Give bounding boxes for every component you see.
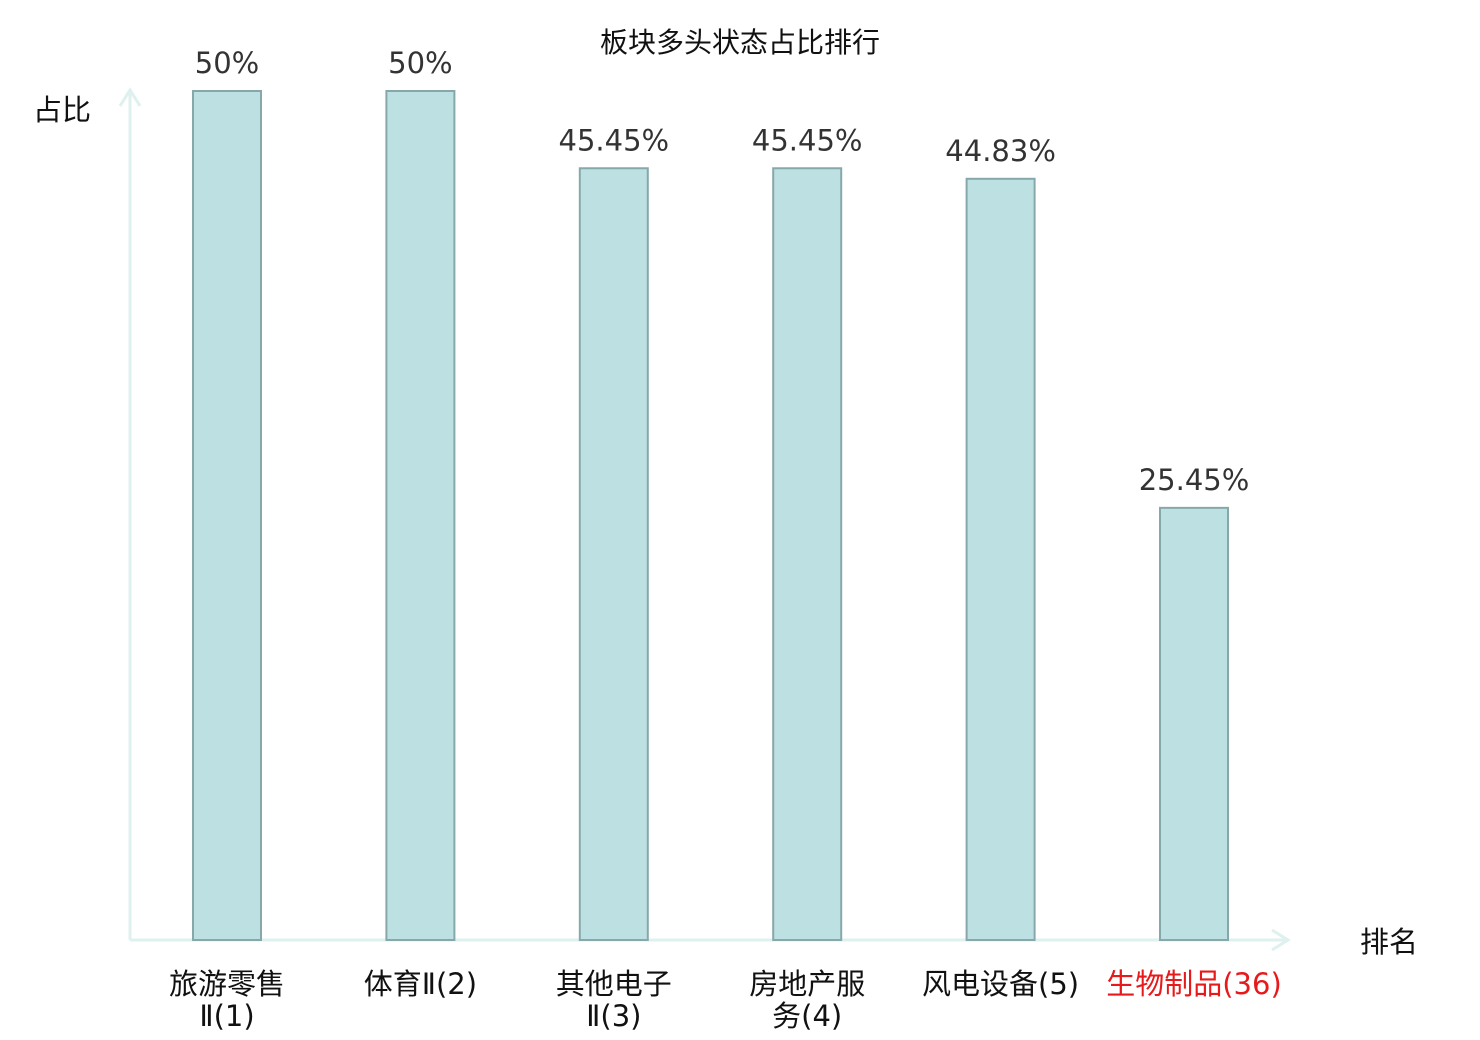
bar — [965, 177, 1036, 941]
y-axis — [118, 87, 142, 940]
bar-value-label: 25.45% — [1139, 463, 1250, 497]
bar — [772, 167, 843, 942]
x-axis-arrow-icon — [1271, 928, 1291, 952]
bar — [1159, 506, 1229, 941]
category-label: 生物制品(36) — [1106, 967, 1282, 1001]
category-label: 房地产服 — [749, 967, 865, 1001]
x-axis — [130, 928, 1291, 952]
category-label: 务(4) — [772, 999, 842, 1033]
category-label: Ⅱ(1) — [199, 999, 254, 1033]
bars — [192, 90, 1229, 942]
bar — [578, 167, 649, 942]
category-label: 旅游零售 — [169, 967, 285, 1001]
x-axis-title: 排名 — [1360, 925, 1418, 959]
chart-title: 板块多头状态占比排行 — [600, 26, 880, 59]
bar-value-label: 44.83% — [945, 134, 1056, 168]
y-axis-arrow-icon — [118, 87, 142, 107]
bar-value-label: 50% — [388, 46, 452, 80]
bar-value-label: 50% — [195, 46, 259, 80]
bar — [385, 90, 456, 941]
category-label: Ⅱ(3) — [586, 999, 641, 1033]
category-label: 其他电子 — [556, 967, 672, 1001]
category-label: 体育Ⅱ(2) — [364, 967, 477, 1001]
value-labels: 50% 50% 45.45% 45.45% 44.83% 25.45% — [195, 46, 1250, 497]
bar-value-label: 45.45% — [559, 123, 670, 157]
bar — [192, 90, 262, 941]
bar-value-label: 45.45% — [752, 123, 863, 157]
category-label: 风电设备(5) — [922, 967, 1079, 1001]
y-axis-title: 占比 — [33, 93, 91, 127]
